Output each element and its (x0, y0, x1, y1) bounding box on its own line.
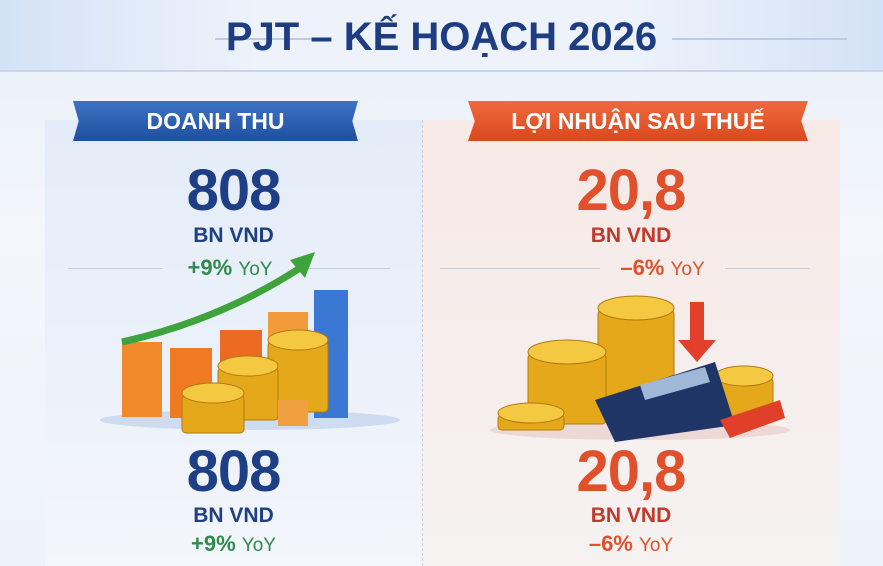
yoy-label: YoY (238, 259, 273, 280)
title-divider-left (215, 38, 325, 40)
profit-ribbon: LỢI NHUẬN SAU THUẾ (468, 101, 808, 141)
revenue-ribbon: DOANH THU (73, 101, 358, 141)
revenue-unit: BN VND (193, 224, 274, 247)
revenue-change-value: +9% (191, 531, 236, 556)
profit-unit-repeat: BN VND (590, 504, 672, 527)
profit-unit: BN VND (590, 224, 672, 247)
page-title: PJT – KẾ HOẠCH 2026 (225, 15, 658, 59)
profit-change-value: –6% (620, 255, 665, 280)
revenue-change: +9% YoY (165, 255, 295, 282)
revenue-unit-repeat: BN VND (193, 504, 274, 527)
profit-value: 20,8 (576, 158, 687, 223)
divider (68, 268, 163, 269)
revenue-value: 808 (186, 158, 282, 223)
title-divider-right (672, 38, 847, 40)
profit-change-value: –6% (588, 531, 633, 556)
yoy-label: YoY (670, 259, 705, 280)
divider (300, 268, 390, 269)
divider (725, 268, 810, 269)
calculator-coins-icon (490, 295, 790, 442)
yoy-label: YoY (639, 535, 674, 556)
header-band (0, 0, 883, 72)
revenue-change-value: +9% (187, 255, 233, 280)
divider (440, 268, 600, 269)
profit-value-repeat: 20,8 (576, 439, 687, 504)
yoy-label: YoY (241, 535, 276, 556)
revenue-change-repeat: +9% YoY (45, 531, 422, 558)
revenue-value-repeat: 808 (186, 439, 282, 504)
profit-change-repeat: –6% YoY (422, 531, 840, 558)
bar-chart-coins-icon (100, 252, 400, 434)
profit-change: –6% YoY (600, 255, 725, 282)
